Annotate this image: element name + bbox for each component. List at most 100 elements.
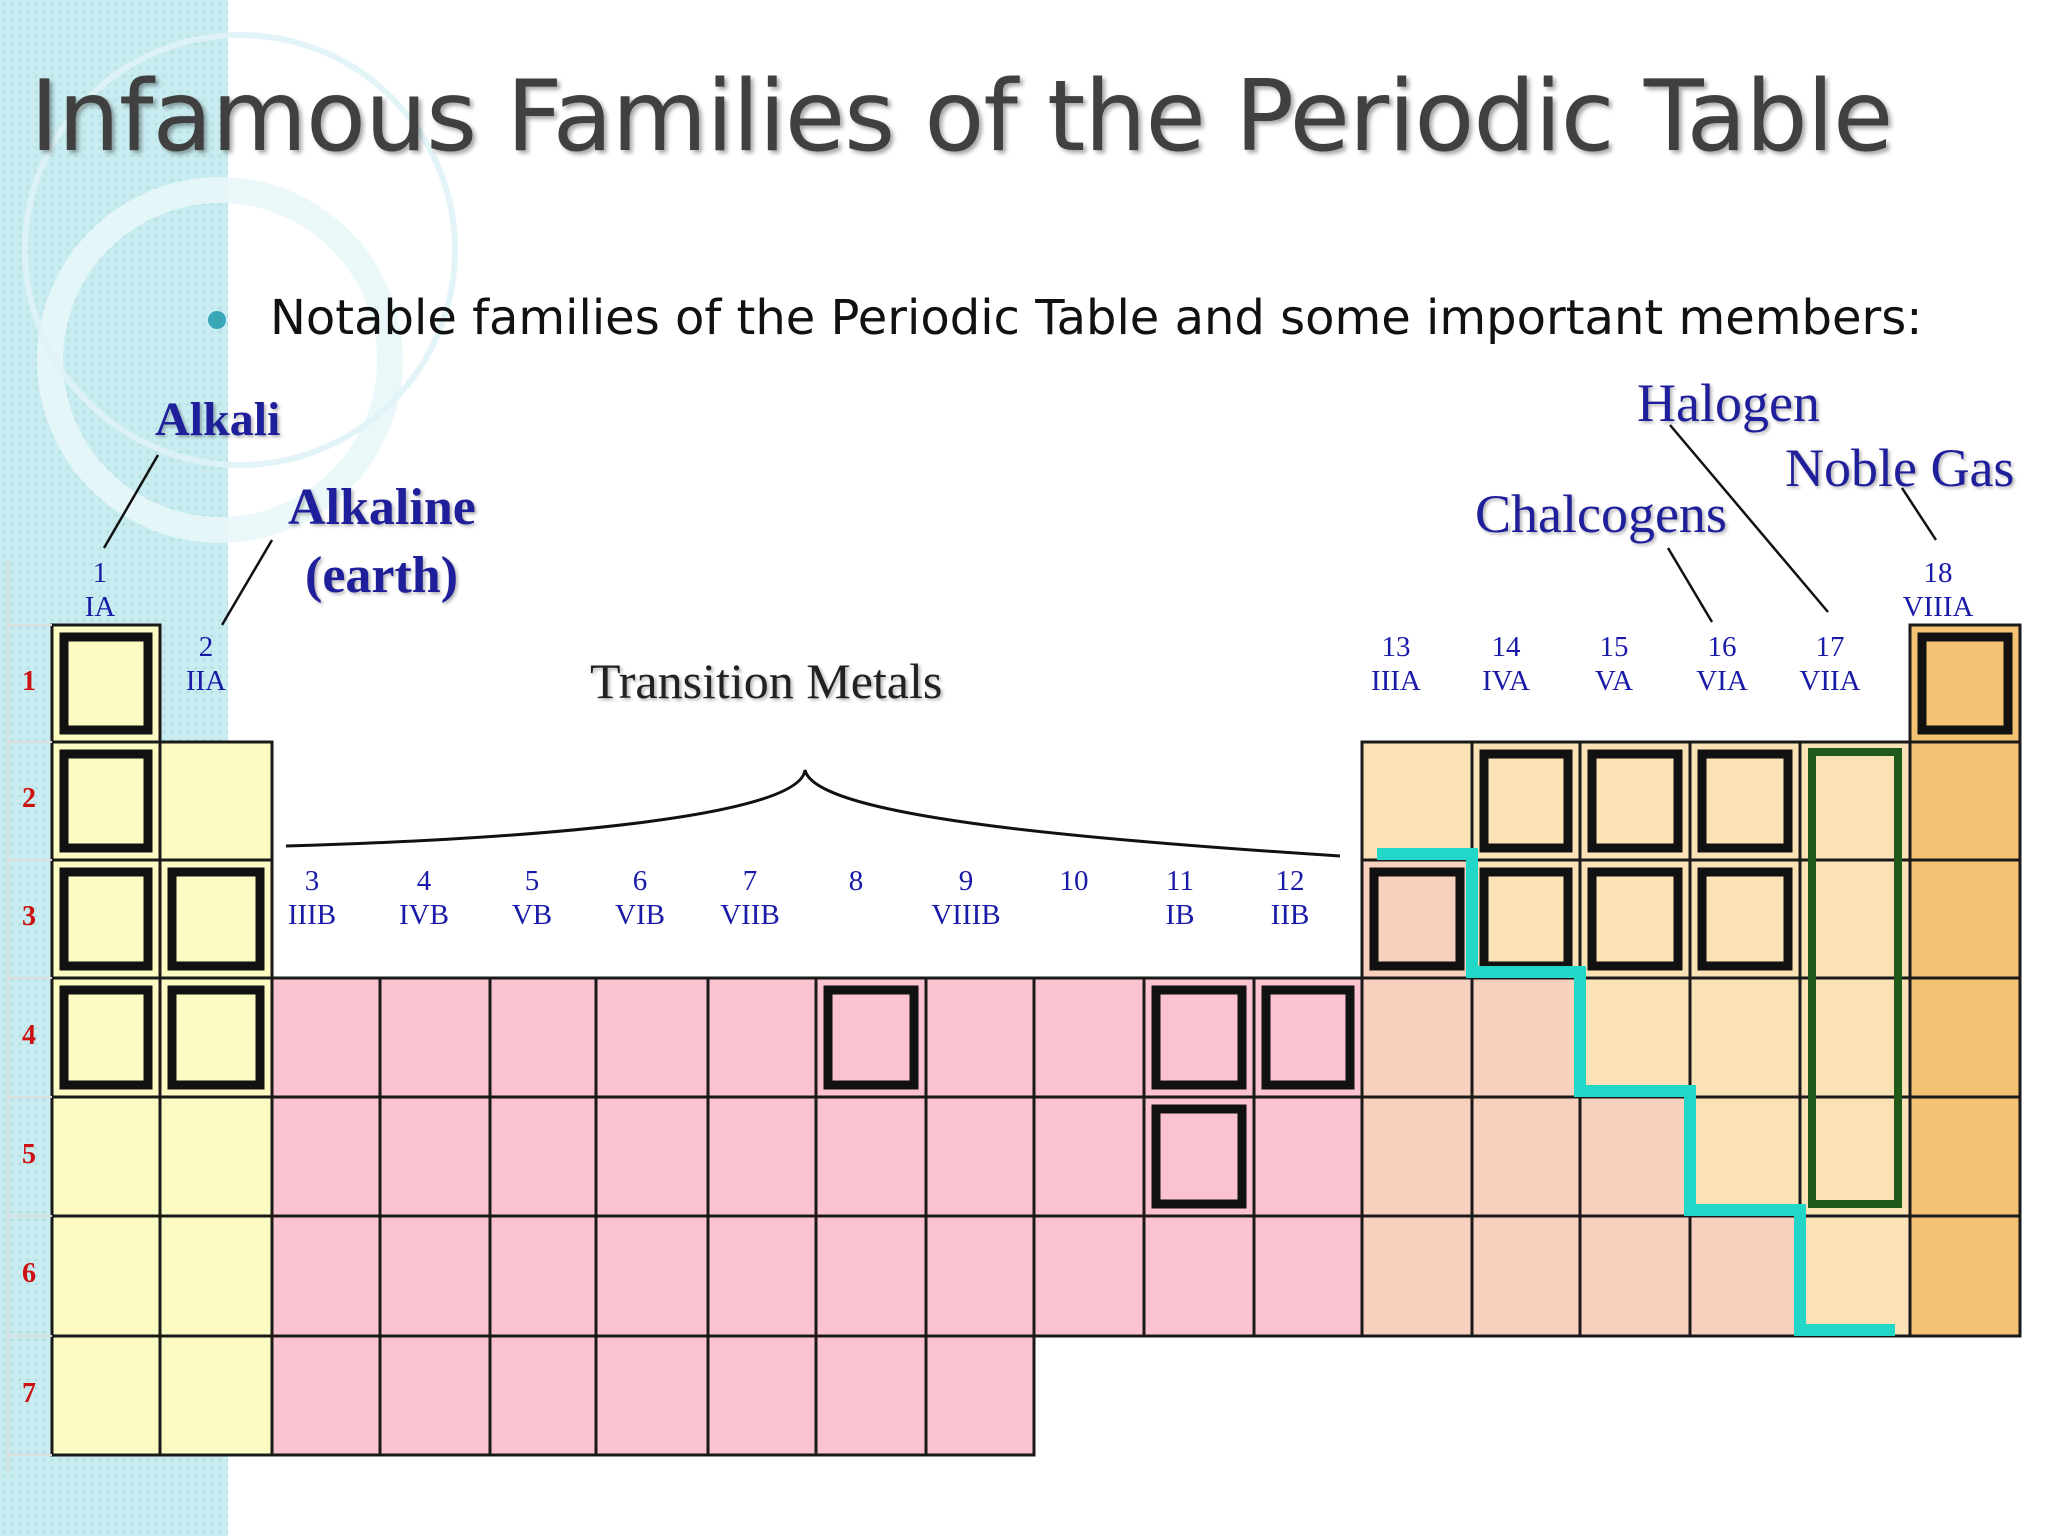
group-number: 6	[632, 865, 648, 897]
group-number: 1	[92, 557, 108, 589]
element-cell	[1578, 1095, 1692, 1218]
group-number: 12	[1275, 865, 1305, 897]
highlight-box	[1587, 867, 1683, 971]
group-roman: VIA	[1696, 665, 1748, 697]
element-cell	[270, 1334, 382, 1457]
element-cell	[1688, 1095, 1802, 1218]
group-number: 2	[198, 631, 214, 663]
element-cell	[924, 1214, 1036, 1338]
group-number: 10	[1059, 865, 1089, 897]
group-label: 3 IIIB	[288, 864, 336, 932]
element-cell	[1798, 1214, 1912, 1338]
group-number: 14	[1491, 631, 1521, 663]
highlight-box	[823, 985, 919, 1090]
element-cell	[50, 1095, 162, 1218]
element-cell	[1798, 1095, 1912, 1218]
element-cell	[1360, 858, 1474, 980]
element-cell	[1360, 1214, 1474, 1338]
element-cell	[1578, 858, 1692, 980]
element-cell	[50, 858, 162, 980]
group-label: 11 IB	[1166, 864, 1195, 932]
group-roman: VA	[1594, 665, 1634, 697]
highlight-box	[1587, 749, 1683, 853]
element-cell	[594, 1095, 710, 1218]
element-cell	[1032, 976, 1146, 1099]
highlight-box	[59, 985, 153, 1090]
element-cell	[594, 1334, 710, 1457]
highlight-box	[1369, 867, 1465, 971]
element-cell	[924, 976, 1036, 1099]
element-cell	[594, 976, 710, 1099]
group-label: 1 IA	[85, 556, 116, 624]
group-number: 4	[416, 865, 432, 897]
element-cell	[1798, 976, 1912, 1099]
group-label: 15 VA	[1595, 630, 1633, 698]
highlight-box	[167, 867, 265, 971]
halogen-label: Halogen	[1637, 373, 1820, 433]
group-roman: VIIIB	[931, 899, 1001, 931]
group-roman: IVA	[1482, 665, 1530, 697]
group-number: 8	[848, 865, 864, 897]
period-label: 5	[22, 1138, 36, 1170]
element-cell	[1798, 858, 1912, 980]
group-label: 7 VIIB	[720, 864, 780, 932]
element-cell	[270, 976, 382, 1099]
family-pointer-line	[102, 454, 160, 549]
metal-nonmetal-staircase	[1377, 848, 1895, 1336]
group-roman: VIIIA	[1902, 591, 1974, 623]
group-number: 15	[1599, 631, 1629, 663]
transition-metals-label: Transition Metals	[590, 653, 943, 709]
group-number: 18	[1923, 557, 1953, 589]
group-roman: VIIA	[1799, 665, 1861, 697]
element-cell	[270, 1214, 382, 1338]
group-number: 13	[1381, 631, 1411, 663]
element-cell	[270, 1095, 382, 1218]
group-number: 17	[1815, 631, 1845, 663]
highlight-box	[1151, 985, 1247, 1090]
element-cell	[1360, 1095, 1474, 1218]
element-cell	[488, 1334, 598, 1457]
element-cell	[1908, 858, 2022, 980]
element-cell	[1578, 976, 1692, 1099]
period-label: 7	[22, 1377, 36, 1409]
element-cell	[1252, 1095, 1364, 1218]
period-label: 6	[22, 1258, 36, 1289]
group-roman: IIB	[1270, 899, 1310, 931]
family-pointer-line	[1900, 487, 1938, 541]
element-cell	[488, 1095, 598, 1218]
element-cell	[488, 1214, 598, 1338]
element-cell	[814, 1334, 928, 1457]
transition-brace	[285, 769, 1341, 858]
highlight-box	[1261, 985, 1355, 1090]
element-cell	[158, 858, 274, 980]
element-cell	[158, 1095, 274, 1218]
bullet-dot	[208, 311, 226, 329]
family-pointer-line	[220, 539, 274, 626]
group-label: 17 VIIA	[1799, 630, 1860, 698]
group-label: 2 IIA	[186, 630, 226, 698]
element-cell	[378, 976, 492, 1099]
highlight-box	[59, 632, 153, 735]
group-label: 14 IVA	[1482, 630, 1530, 698]
element-cell	[50, 976, 162, 1099]
group-roman: VIB	[615, 899, 665, 931]
element-cell	[1798, 740, 1912, 862]
element-cell	[1578, 1214, 1692, 1338]
element-cell	[1470, 1095, 1582, 1218]
group-label: 16 VIA	[1696, 630, 1748, 698]
element-cell	[158, 1334, 274, 1457]
element-cell	[1908, 740, 2022, 862]
group-label: 9 VIIIB	[931, 864, 1000, 932]
element-cell	[1908, 976, 2022, 1099]
element-cell	[924, 1334, 1036, 1457]
element-cell	[378, 1095, 492, 1218]
element-cell	[488, 976, 598, 1099]
element-cell	[1142, 1095, 1256, 1218]
group-roman: VIIB	[720, 899, 780, 931]
group-number: 3	[304, 865, 320, 897]
group-label: 13 IIIA	[1371, 630, 1421, 698]
group-number: 7	[742, 865, 758, 897]
alkaline-earth-label-line1: Alkaline	[288, 479, 476, 536]
element-cell	[924, 1095, 1036, 1218]
